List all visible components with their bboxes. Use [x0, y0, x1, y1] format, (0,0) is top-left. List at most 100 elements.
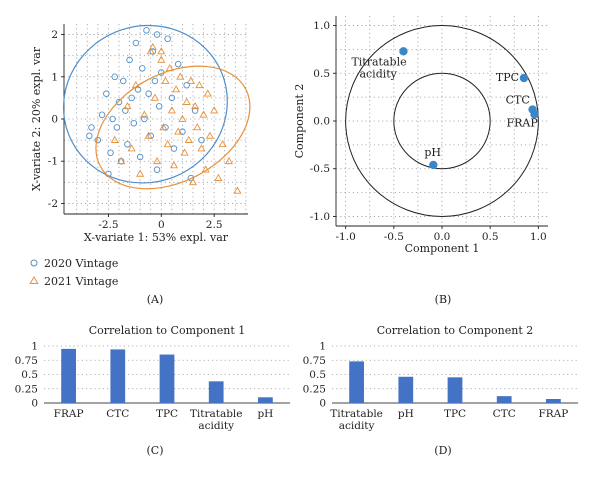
y-tick-label: 0.25: [15, 383, 38, 395]
x-tick-label: 0: [158, 219, 165, 231]
data-point-2021: [150, 93, 160, 101]
bar: [447, 377, 463, 403]
bar: [546, 399, 561, 403]
data-point-2021: [233, 186, 242, 194]
data-point-2020: [168, 94, 176, 102]
chart-title: Correlation to Component 1: [89, 324, 246, 337]
data-point-2021: [199, 110, 208, 118]
x-tick-label: pH: [398, 408, 414, 420]
data-point-2021: [203, 89, 212, 97]
outer-circle: [345, 25, 539, 217]
bar: [258, 397, 273, 403]
data-point-2020: [183, 81, 190, 89]
data-point-2021: [174, 127, 183, 135]
data-point-2021: [197, 144, 206, 152]
data-point-2021: [186, 76, 195, 84]
data-point-2021: [167, 106, 176, 114]
y-tick-label: 1: [51, 71, 58, 83]
data-point-2021: [180, 148, 189, 156]
y-tick-label: -1: [48, 156, 58, 168]
data-point-2020: [122, 107, 129, 114]
bar: [110, 349, 126, 403]
data-point-2020: [128, 94, 135, 102]
panel-label-c: (C): [147, 444, 164, 457]
y-tick-label: -2: [48, 198, 58, 210]
y-tick-label: 0.25: [303, 383, 326, 395]
panel-label-d: (D): [434, 444, 451, 457]
x-tick-label: TPC: [156, 408, 178, 420]
y-tick-label: 0.75: [15, 355, 38, 367]
x-tick-label: FRAP: [538, 408, 568, 420]
x-tick-label: -2.5: [98, 219, 118, 231]
data-point-2020: [132, 39, 140, 47]
y-tick-label: 0: [31, 398, 38, 410]
x-tick-label: acidity: [339, 420, 375, 432]
y-tick-label: 2: [51, 29, 58, 41]
data-point-2021: [152, 156, 162, 165]
variable-label: acidity: [359, 67, 397, 80]
x-tick-label: CTC: [106, 408, 129, 420]
data-point-2021: [148, 42, 157, 51]
data-point-2021: [169, 161, 179, 169]
bar: [208, 381, 224, 403]
y-tick-label: 0.5: [313, 68, 330, 80]
data-point-2021: [163, 140, 172, 148]
x-tick-label: Titratable: [190, 408, 243, 420]
data-point-2020: [124, 141, 131, 148]
panel-a-scatter-plot: -2.5 0 2.5 -2 -1 0 1 2 X-variate 1: 53% expl. va…: [29, 24, 251, 288]
data-point-2021: [117, 156, 126, 165]
data-point-2020: [115, 98, 123, 106]
data-point-2020: [145, 90, 152, 97]
data-point-2020: [153, 166, 161, 173]
data-point-2021: [146, 47, 155, 55]
chart-title: Correlation to Component 2: [377, 324, 534, 337]
bar: [496, 396, 512, 403]
data-point-2021: [210, 106, 219, 114]
data-point-2021: [159, 123, 168, 131]
data-point-2021: [127, 144, 136, 152]
data-point-2020: [143, 27, 150, 34]
x-tick-label: -0.5: [384, 231, 404, 243]
data-point-2020: [164, 35, 171, 43]
variable-label: Titratable: [351, 55, 406, 68]
data-point-2021: [172, 85, 181, 93]
data-point-2021: [157, 55, 166, 63]
variable-label: CTC: [506, 94, 530, 107]
x-tick-label: FRAP: [54, 408, 84, 420]
x-tick-label: 1.0: [530, 231, 547, 243]
x-tick-label: acidity: [198, 420, 234, 432]
data-point-2020: [113, 124, 121, 131]
data-point-2021: [182, 97, 191, 105]
data-point-2020: [141, 115, 148, 123]
x-tick-label: Titratable: [330, 408, 383, 420]
data-point-2021: [157, 47, 166, 55]
bar: [61, 348, 76, 403]
variable-label: pH: [424, 146, 441, 159]
data-point-2020: [191, 107, 199, 114]
x-tick-label: TPC: [444, 408, 466, 420]
x-tick-label: -1.0: [336, 231, 356, 243]
data-point-2021: [123, 102, 132, 110]
x-axis-label: X-variate 1: 53% expl. var: [84, 231, 229, 244]
data-point-2021: [161, 76, 170, 84]
data-point-2020: [98, 111, 106, 119]
data-point-2021: [178, 114, 187, 122]
legend-marker-2021: [29, 276, 39, 284]
legend-label: 2021 Vintage: [44, 275, 118, 288]
panel-b-correlation-circle: -1.0 -0.5 0.0 0.5 1.0 -1.0 -0.5 0.0 0.5 1.0 Compon…: [293, 16, 548, 255]
bar: [398, 376, 414, 403]
y-tick-label: 0.0: [313, 116, 330, 128]
data-point-2021: [165, 64, 174, 72]
y-tick-label: 0: [51, 114, 58, 126]
data-point-2020: [153, 31, 161, 38]
data-point-2021: [131, 80, 140, 89]
y-tick-label: -1.0: [310, 211, 330, 223]
confidence-ellipse-2020: [62, 24, 228, 184]
y-tick-label: 1: [319, 341, 326, 353]
y-tick-label: 0.5: [309, 369, 326, 381]
data-point-2021: [110, 135, 119, 143]
y-tick-label: -0.5: [310, 163, 330, 175]
bar: [159, 354, 175, 403]
variable-point: [519, 73, 529, 83]
